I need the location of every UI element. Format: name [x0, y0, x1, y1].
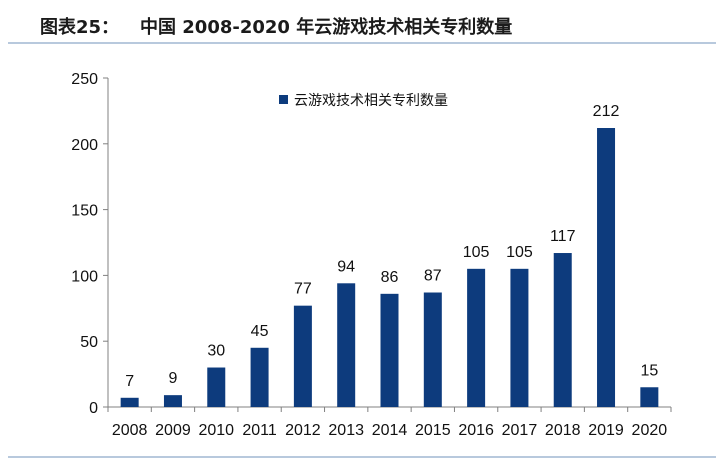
bar [293, 305, 312, 407]
y-tick-label: 0 [89, 400, 98, 417]
x-tick-label: 2012 [285, 422, 321, 439]
y-tick-label: 250 [71, 71, 98, 88]
bar [640, 387, 659, 407]
y-tick-label: 150 [71, 203, 98, 220]
bar [423, 292, 442, 407]
data-label: 45 [251, 323, 269, 340]
data-label: 30 [207, 343, 225, 360]
legend-label: 云游戏技术相关专利数量 [294, 93, 448, 109]
x-tick-label: 2013 [328, 422, 364, 439]
figure-title: 中国 2008-2020 年云游戏技术相关专利数量 [140, 17, 513, 38]
bar [510, 268, 529, 407]
data-label: 87 [424, 268, 442, 285]
bar [250, 347, 269, 407]
data-label: 105 [463, 244, 490, 261]
x-tick-label: 2019 [588, 422, 624, 439]
data-label: 212 [593, 103, 620, 120]
x-tick-label: 2014 [372, 422, 408, 439]
x-tick-label: 2008 [112, 422, 148, 439]
legend-swatch [279, 95, 288, 104]
figure-number-label: 图表25： [40, 17, 120, 38]
x-tick-label: 2010 [198, 422, 234, 439]
data-label: 105 [506, 244, 533, 261]
data-label: 7 [125, 373, 134, 390]
bar [163, 395, 182, 407]
bar [597, 128, 616, 407]
bar [380, 293, 399, 407]
bar [467, 268, 486, 407]
x-tick-label: 2009 [155, 422, 191, 439]
x-tick-label: 2011 [242, 422, 277, 439]
data-label: 15 [640, 362, 658, 379]
data-label: 9 [169, 370, 178, 387]
data-label: 117 [550, 228, 576, 245]
x-tick-label: 2017 [502, 422, 538, 439]
x-tick-label: 2015 [415, 422, 451, 439]
bar [337, 283, 356, 407]
bar [553, 253, 572, 407]
x-tick-label: 2016 [458, 422, 494, 439]
x-tick-label: 2018 [545, 422, 581, 439]
bar [120, 397, 139, 407]
y-tick-label: 200 [71, 137, 98, 154]
data-label: 94 [337, 258, 355, 275]
figure-header: 图表25： 中国 2008-2020 年云游戏技术相关专利数量 [8, 6, 716, 44]
data-label: 77 [294, 281, 312, 298]
bar [207, 367, 226, 407]
y-tick-label: 100 [71, 268, 98, 285]
y-tick-label: 50 [80, 334, 98, 351]
footer-divider [8, 456, 716, 458]
data-label: 86 [381, 269, 399, 286]
x-tick-label: 2020 [632, 422, 668, 439]
